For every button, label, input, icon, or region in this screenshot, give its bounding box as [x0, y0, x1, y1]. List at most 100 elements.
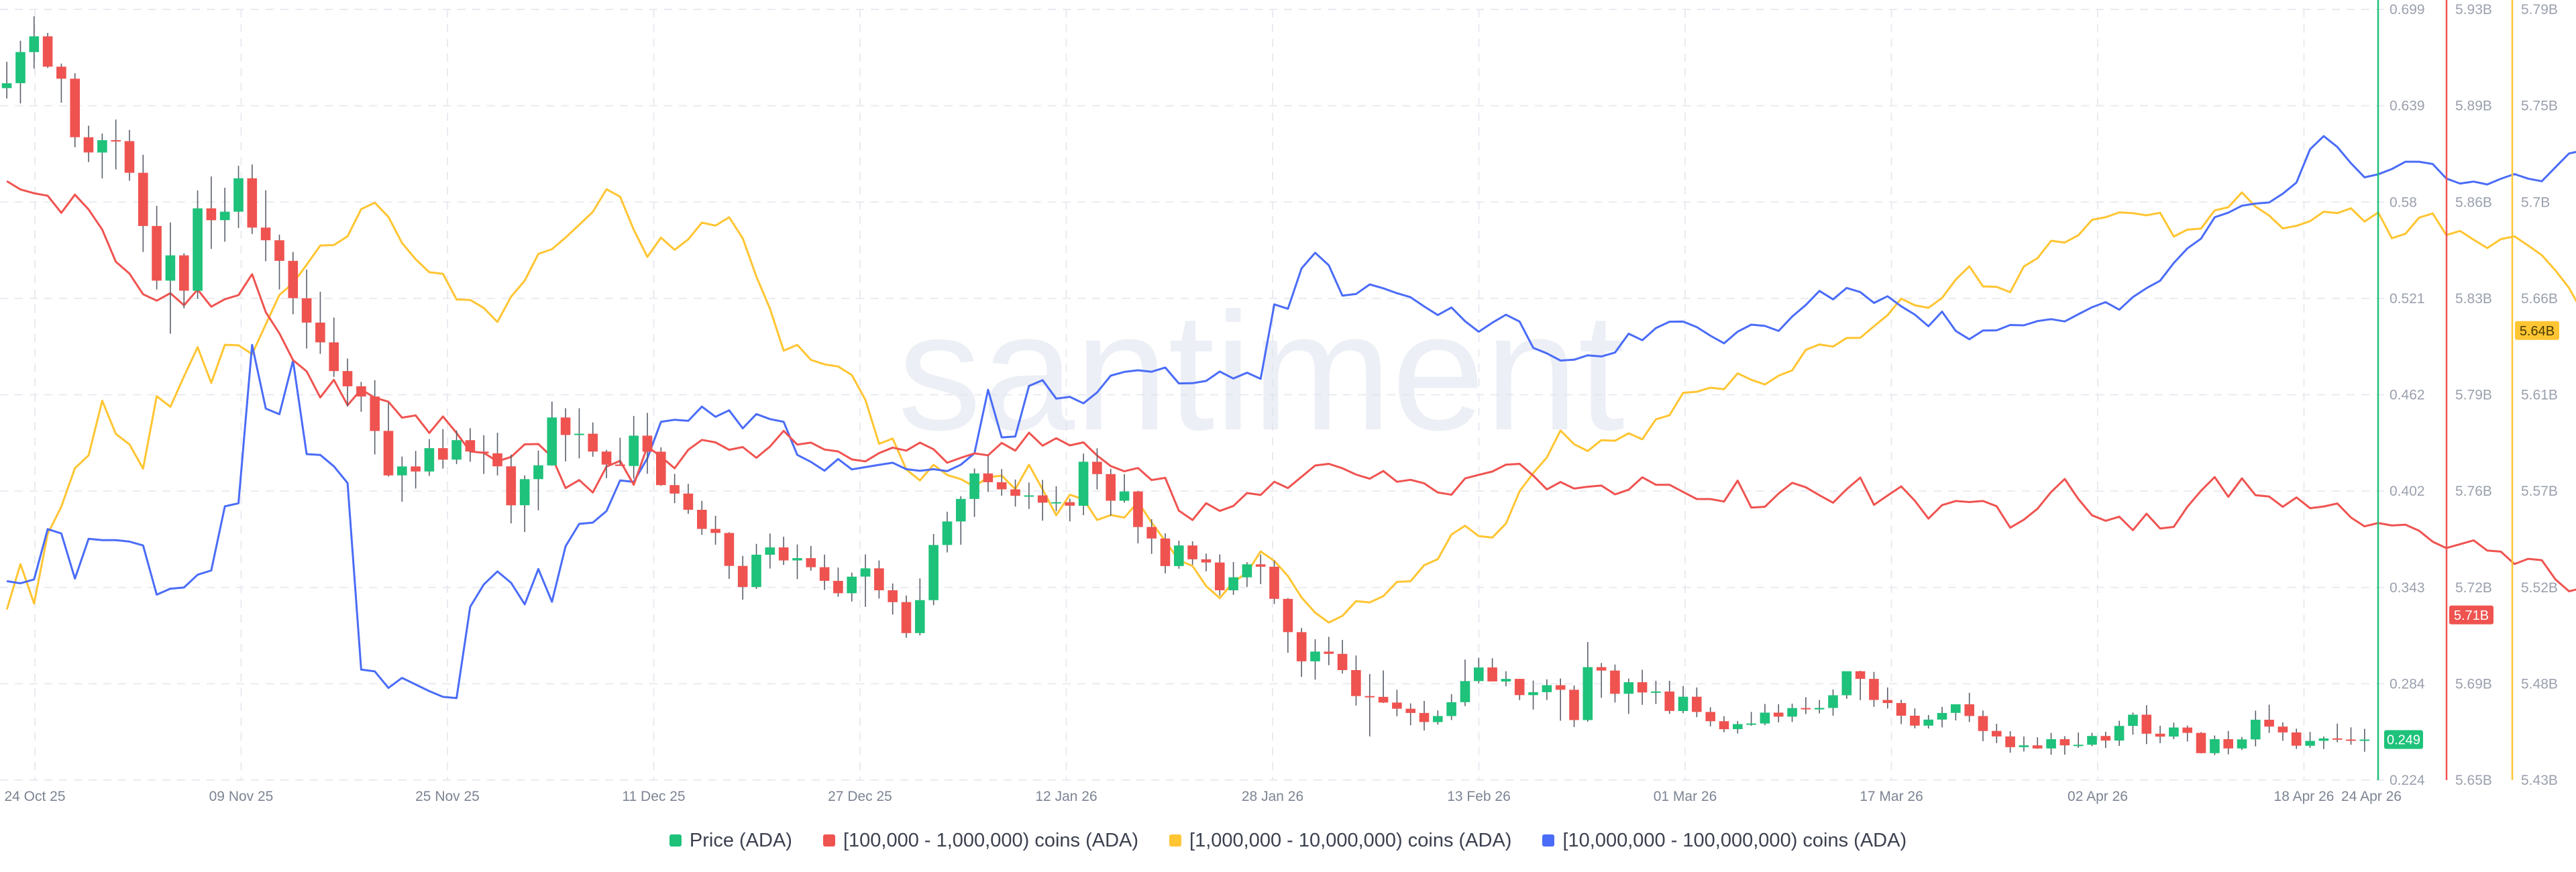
candle-body: [560, 417, 571, 435]
candle-body: [969, 473, 979, 499]
price-candle: [506, 454, 517, 524]
axis-tick-1m-10m: 5.52B: [2521, 580, 2558, 596]
x-tick-label: 25 Nov 25: [415, 789, 480, 804]
candle-body: [1910, 716, 1920, 726]
price-candle: [2359, 728, 2370, 752]
axis-tick-1m-10m: 5.61B: [2521, 388, 2558, 403]
legend-label-price: Price (ADA): [689, 829, 792, 851]
candle-body: [1487, 667, 1497, 682]
price-candle: [356, 382, 366, 412]
x-tick-label: 01 Mar 26: [1654, 789, 1717, 804]
candle-body: [179, 255, 189, 291]
price-candle: [1078, 453, 1089, 515]
price-candle: [219, 187, 230, 242]
axis-tick-1m-10m: 5.75B: [2521, 99, 2558, 114]
price-candle: [1978, 710, 1988, 741]
legend-item-100k[interactable]: [100,000 - 1,000,000) coins (ADA): [822, 830, 1138, 852]
candle-body: [29, 36, 40, 52]
candle-body: [1787, 708, 1797, 717]
price-candle: [233, 166, 244, 228]
price-candle: [2073, 732, 2084, 748]
price-candle: [1801, 697, 1811, 714]
price-candle: [301, 269, 312, 349]
price-candle: [315, 291, 325, 354]
candle-body: [1882, 700, 1893, 704]
candle-body: [1065, 502, 1075, 506]
price-candle: [1733, 720, 1743, 734]
candle-body: [2359, 739, 2370, 741]
price-candle: [1119, 474, 1130, 503]
price-candle: [710, 515, 720, 545]
legend-item-price[interactable]: Price (ADA): [669, 830, 792, 852]
price-candle: [1174, 540, 1184, 569]
price-candle: [1378, 670, 1389, 704]
price-candle: [1787, 704, 1797, 722]
candle-body: [669, 485, 680, 494]
legend-label-10m: [10,000,000 - 100,000,000) coins (ADA): [1562, 829, 1907, 851]
candle-body: [2332, 738, 2343, 740]
candle-body: [1664, 691, 1674, 711]
price-candle: [533, 450, 543, 510]
price-candle: [2196, 732, 2206, 754]
candle-body: [615, 464, 625, 466]
price-candle: [1187, 541, 1197, 565]
candle-body: [1460, 681, 1470, 702]
price-candle: [629, 416, 639, 479]
x-tick-label: 27 Dec 25: [828, 789, 892, 804]
candle-body: [1051, 502, 1061, 504]
legend-swatch-10m: [1542, 834, 1555, 847]
price-candle: [928, 534, 938, 606]
last-value-tag-1m-10m: [2515, 321, 2559, 340]
legend-item-1m[interactable]: [1,000,000 - 10,000,000) coins (ADA): [1169, 830, 1511, 852]
price-candle: [2059, 736, 2070, 755]
candle-body: [1037, 495, 1048, 503]
price-candle: [29, 16, 40, 69]
price-candle: [2346, 727, 2356, 745]
candle-body: [2277, 726, 2288, 732]
price-candle: [1446, 694, 1456, 720]
candle-body: [1992, 730, 2002, 737]
candle-body: [1855, 671, 1866, 679]
price-candle: [2005, 730, 2015, 753]
price-candle: [1433, 710, 1443, 725]
candle-body: [478, 451, 489, 453]
candle-body: [206, 208, 217, 221]
candle-body: [1446, 702, 1456, 716]
candle-body: [383, 431, 394, 476]
price-candle: [2019, 736, 2029, 752]
axis-tick-100k-1m: 5.83B: [2455, 291, 2492, 307]
price-candle: [1405, 703, 1415, 726]
candle-body: [260, 227, 271, 241]
candle-body: [1814, 708, 1825, 710]
candle-body: [1637, 682, 1648, 693]
candle-body: [2346, 739, 2356, 741]
axis-tick-1m-10m: 5.66B: [2521, 291, 2558, 307]
price-candle: [2087, 732, 2097, 747]
price-candle: [165, 222, 176, 334]
candle-body: [329, 342, 339, 372]
candle-body: [833, 581, 843, 594]
candle-body: [724, 533, 735, 566]
axis-tick-price: 0.284: [2390, 676, 2425, 692]
candle-body: [1378, 696, 1389, 703]
x-tick-label: 13 Feb 26: [1447, 789, 1511, 804]
price-candle: [1664, 680, 1674, 714]
candle-body: [1, 83, 12, 89]
candle-body: [233, 178, 244, 212]
legend-label-1m: [1,000,000 - 10,000,000) coins (ADA): [1189, 829, 1512, 851]
candle-body: [996, 482, 1007, 490]
candle-body: [737, 565, 748, 588]
x-tick-label: 17 Mar 26: [1860, 789, 1923, 804]
price-candle: [2169, 722, 2179, 740]
price-candle: [1596, 663, 1607, 698]
candle-body: [2196, 732, 2206, 753]
price-candle: [1923, 715, 1933, 729]
price-candle: [260, 190, 271, 262]
candle-body: [792, 558, 802, 561]
candle-body: [465, 440, 476, 452]
candle-body: [2223, 739, 2233, 749]
candle-body: [683, 493, 694, 510]
price-candle: [996, 469, 1007, 496]
candle-body: [574, 433, 584, 435]
legend-item-10m[interactable]: [10,000,000 - 100,000,000) coins (ADA): [1542, 830, 1907, 852]
